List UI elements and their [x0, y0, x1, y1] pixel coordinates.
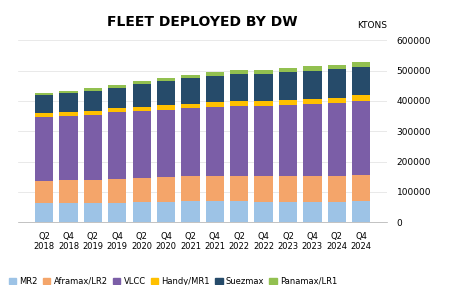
Bar	[352, 101, 370, 175]
Bar	[133, 107, 151, 111]
Bar	[303, 71, 321, 99]
Bar	[230, 101, 248, 106]
Bar	[279, 72, 297, 100]
Bar	[230, 201, 248, 222]
Bar	[206, 201, 224, 222]
Bar	[59, 203, 78, 222]
Bar	[303, 176, 321, 202]
Bar	[303, 104, 321, 176]
Bar	[35, 203, 53, 222]
Bar	[157, 81, 175, 105]
Bar	[84, 115, 102, 180]
Bar	[328, 176, 346, 202]
Bar	[181, 108, 200, 176]
Bar	[254, 70, 273, 74]
Bar	[328, 69, 346, 97]
Bar	[206, 176, 224, 201]
Bar	[230, 176, 248, 201]
Bar	[108, 179, 126, 203]
Bar	[35, 113, 53, 117]
Bar	[108, 113, 126, 179]
Bar	[254, 106, 273, 176]
Bar	[157, 78, 175, 81]
Bar	[181, 78, 200, 104]
Bar	[157, 110, 175, 177]
Bar	[35, 93, 53, 95]
Bar	[133, 202, 151, 222]
Bar	[279, 100, 297, 105]
Legend: MR2, Aframax/LR2, VLCC, Handy/MR1, Suezmax, Panamax/LR1: MR2, Aframax/LR2, VLCC, Handy/MR1, Suezm…	[5, 274, 341, 285]
Bar	[230, 106, 248, 176]
Bar	[279, 105, 297, 176]
Bar	[303, 99, 321, 104]
Text: KTONS: KTONS	[357, 21, 387, 30]
Bar	[108, 203, 126, 222]
Bar	[254, 101, 273, 106]
Bar	[59, 116, 78, 180]
Bar	[108, 108, 126, 113]
Bar	[352, 175, 370, 201]
Bar	[59, 93, 78, 112]
Bar	[303, 202, 321, 222]
Bar	[181, 176, 200, 201]
Bar	[206, 107, 224, 176]
Bar	[35, 95, 53, 113]
Bar	[254, 176, 273, 202]
Bar	[59, 112, 78, 116]
Bar	[35, 117, 53, 181]
Bar	[157, 177, 175, 202]
Bar	[328, 202, 346, 222]
Bar	[279, 202, 297, 222]
Bar	[328, 65, 346, 69]
Bar	[84, 203, 102, 222]
Bar	[84, 88, 102, 91]
Bar	[133, 84, 151, 107]
Bar	[352, 62, 370, 67]
Bar	[352, 95, 370, 101]
Bar	[181, 104, 200, 108]
Bar	[108, 87, 126, 108]
Bar	[84, 91, 102, 111]
Bar	[328, 97, 346, 103]
Bar	[181, 201, 200, 222]
Bar	[206, 76, 224, 102]
Bar	[279, 176, 297, 202]
Bar	[108, 85, 126, 87]
Bar	[279, 68, 297, 72]
Bar	[181, 75, 200, 78]
Bar	[206, 102, 224, 107]
Bar	[84, 180, 102, 203]
Bar	[59, 180, 78, 203]
Bar	[133, 111, 151, 178]
Bar	[303, 66, 321, 71]
Bar	[352, 201, 370, 222]
Bar	[352, 67, 370, 95]
Bar	[230, 70, 248, 74]
Bar	[84, 111, 102, 115]
Bar	[328, 103, 346, 176]
Bar	[157, 105, 175, 110]
Bar	[254, 202, 273, 222]
Bar	[254, 74, 273, 101]
Bar	[59, 91, 78, 93]
Bar	[133, 81, 151, 84]
Title: FLEET DEPLOYED BY DW: FLEET DEPLOYED BY DW	[108, 15, 298, 29]
Bar	[35, 181, 53, 203]
Bar	[133, 178, 151, 202]
Bar	[206, 72, 224, 76]
Bar	[157, 202, 175, 222]
Bar	[230, 74, 248, 101]
